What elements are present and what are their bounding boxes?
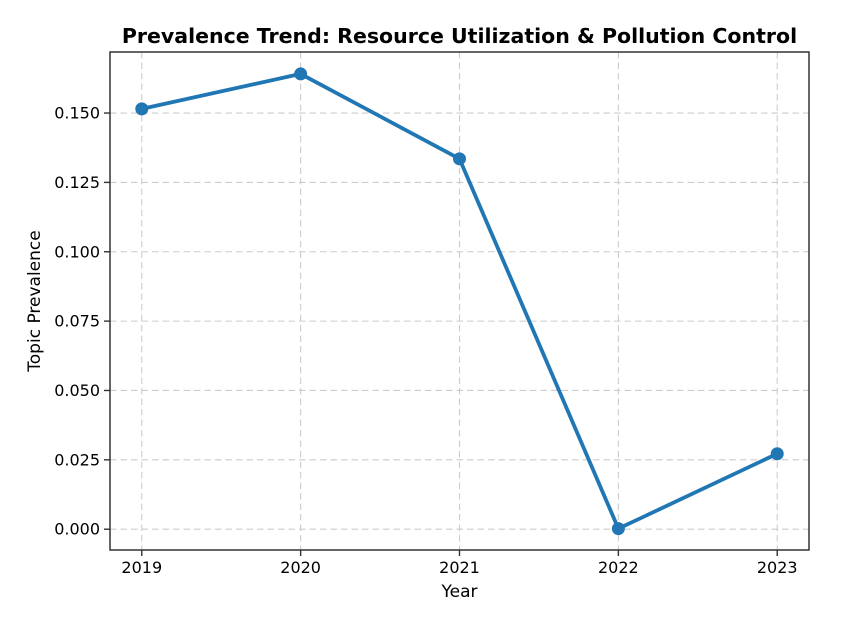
y-tick-label: 0.075 xyxy=(54,312,100,331)
x-tick-label: 2022 xyxy=(598,558,639,577)
chart-title: Prevalence Trend: Resource Utilization &… xyxy=(122,24,797,48)
y-axis-label: Topic Prevalence xyxy=(25,230,45,372)
data-series xyxy=(135,67,784,536)
y-tick-label: 0.050 xyxy=(54,381,100,400)
x-tick-label: 2020 xyxy=(280,558,321,577)
data-point xyxy=(611,522,625,536)
data-point xyxy=(770,447,784,461)
x-tick-label: 2019 xyxy=(121,558,162,577)
x-tick-label: 2021 xyxy=(439,558,480,577)
grid-layer xyxy=(110,52,809,550)
data-point xyxy=(135,102,149,116)
y-tick-label: 0.125 xyxy=(54,173,100,192)
y-tick-label: 0.150 xyxy=(54,104,100,123)
tick-marks xyxy=(104,112,778,556)
data-point xyxy=(294,67,308,81)
data-point xyxy=(453,152,466,166)
x-axis-label: Year xyxy=(441,582,478,602)
x-tick-label: 2023 xyxy=(757,558,798,577)
y-tick-label: 0.025 xyxy=(54,450,100,469)
tick-labels: 2019 2020 2021 2022 2023 0.000 0.025 0.050 0.075… xyxy=(54,104,797,577)
y-tick-label: 0.000 xyxy=(54,520,100,539)
y-tick-label: 0.100 xyxy=(54,242,100,261)
